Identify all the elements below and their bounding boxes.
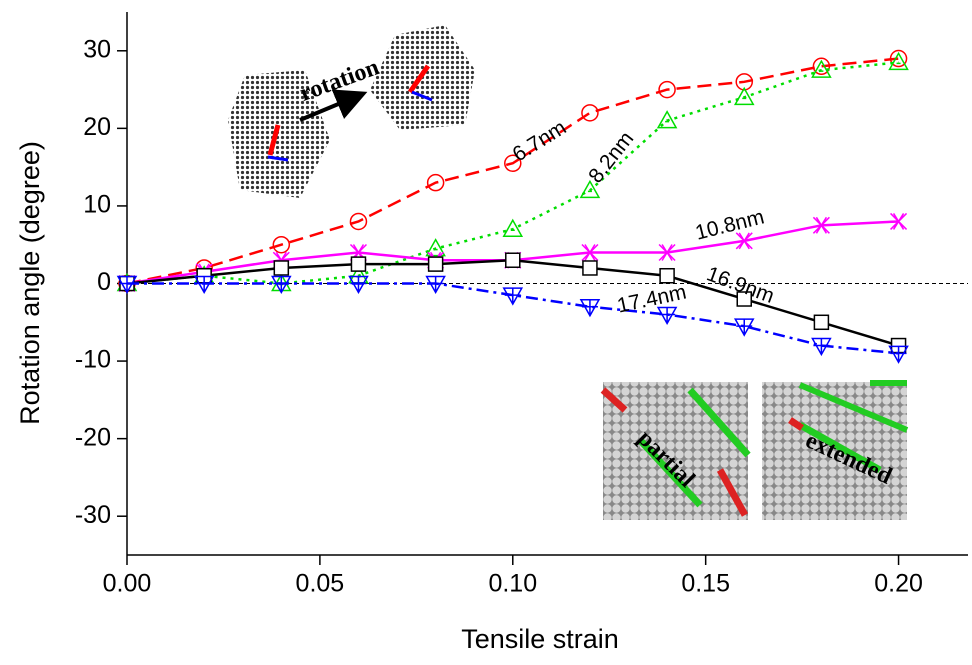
marker bbox=[888, 345, 909, 364]
x-tick-label: 0.05 bbox=[296, 570, 345, 598]
marker bbox=[350, 256, 367, 272]
dislocation-insets: partial extended bbox=[600, 380, 909, 520]
marker bbox=[579, 299, 601, 318]
y-tick-label: -20 bbox=[75, 423, 111, 451]
y-tick-label: 10 bbox=[83, 191, 111, 219]
marker bbox=[425, 238, 446, 257]
x-tick-label: 0.00 bbox=[103, 570, 152, 598]
series-line bbox=[126, 57, 899, 285]
marker bbox=[349, 212, 368, 231]
marker bbox=[193, 275, 215, 295]
x-tick-label: 0.15 bbox=[681, 570, 730, 598]
marker bbox=[658, 243, 676, 262]
marker bbox=[348, 275, 369, 295]
marker bbox=[582, 260, 598, 276]
marker bbox=[656, 110, 678, 129]
marker bbox=[659, 267, 675, 284]
marker bbox=[733, 318, 755, 337]
marker bbox=[579, 179, 601, 199]
y-tick-label: 0 bbox=[97, 268, 111, 296]
x-axis-title: Tensile strain bbox=[461, 624, 619, 654]
marker bbox=[425, 275, 446, 295]
marker bbox=[502, 218, 524, 237]
x-tick-label: 0.10 bbox=[488, 570, 537, 598]
rotation-inset: rotation bbox=[228, 25, 475, 198]
marker bbox=[427, 256, 444, 272]
y-tick-label: -10 bbox=[75, 346, 111, 374]
marker bbox=[813, 314, 830, 331]
marker bbox=[272, 235, 291, 254]
marker bbox=[889, 49, 908, 68]
marker bbox=[890, 212, 908, 230]
marker bbox=[812, 57, 831, 76]
marker bbox=[272, 251, 290, 269]
marker bbox=[811, 59, 832, 78]
series-label: 8.2nm bbox=[584, 127, 638, 187]
marker bbox=[116, 275, 138, 295]
marker bbox=[735, 232, 753, 250]
marker bbox=[658, 80, 676, 99]
y-tick-label: 20 bbox=[83, 113, 111, 141]
y-axis-title: Rotation angle (degree) bbox=[15, 141, 45, 425]
marker bbox=[581, 104, 599, 122]
marker bbox=[656, 306, 678, 326]
marker bbox=[505, 252, 521, 268]
marker bbox=[349, 243, 367, 262]
y-tick-label: -30 bbox=[75, 501, 111, 529]
marker bbox=[888, 51, 909, 71]
marker bbox=[812, 216, 830, 234]
annotation: rotation bbox=[296, 54, 382, 107]
marker bbox=[581, 243, 599, 262]
marker bbox=[733, 86, 755, 106]
marker bbox=[736, 291, 752, 307]
series-line bbox=[126, 61, 899, 285]
marker bbox=[273, 260, 290, 276]
marker bbox=[811, 337, 832, 357]
series-label: 6.7nm bbox=[509, 116, 571, 166]
y-tick-label: 30 bbox=[83, 35, 111, 63]
marker bbox=[271, 275, 292, 295]
marker bbox=[502, 287, 524, 306]
marker bbox=[504, 154, 522, 173]
marker bbox=[426, 173, 445, 192]
x-tick-label: 0.20 bbox=[874, 570, 923, 598]
